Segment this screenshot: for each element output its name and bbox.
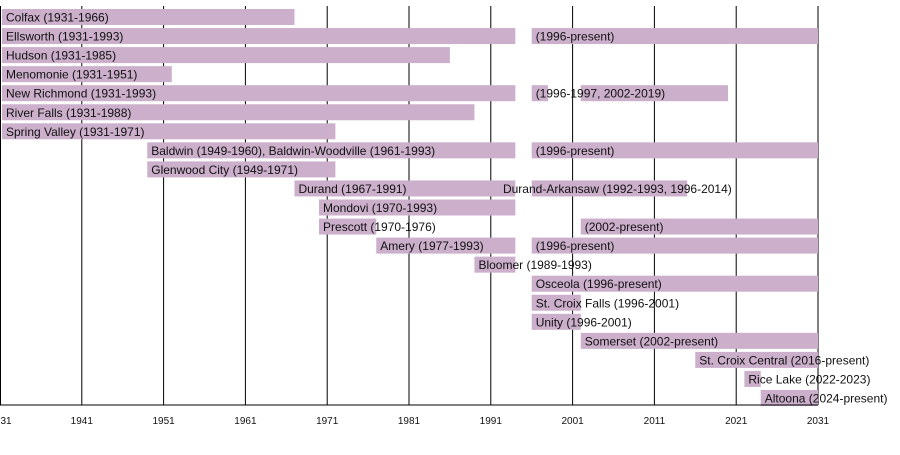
bar	[2, 47, 450, 64]
x-tick-label: 1931	[0, 416, 12, 427]
x-axis: 1931 1941 1951 1961 1971 1981 1991 2001 2011 2021…	[0, 404, 830, 427]
bar	[760, 390, 818, 406]
bar	[147, 142, 516, 159]
bar-label: Osceola (1996-present)	[536, 277, 662, 291]
bar-label: (1996-1997, 2002-2019)	[536, 87, 665, 101]
bar-label: Hudson (1931-1985)	[6, 49, 116, 63]
x-tick-label: 2021	[725, 416, 748, 427]
bar	[498, 180, 516, 197]
bar-label: Durand (1967-1991)	[298, 182, 406, 196]
bar-label: St. Croix Falls (1996-2001)	[536, 296, 679, 310]
bar	[580, 85, 729, 102]
x-tick-label: 1991	[480, 416, 503, 427]
bar-label: River Falls (1931-1988)	[6, 106, 131, 120]
bar-label: Bloomer (1989-1993)	[478, 258, 591, 272]
x-tick-label: 1971	[316, 416, 339, 427]
bar-label: Mondovi (1970-1993)	[323, 201, 437, 215]
bar-label: Menomonie (1931-1951)	[6, 68, 137, 82]
bar	[531, 294, 581, 311]
x-tick-label: 1981	[398, 416, 421, 427]
bar-labels: Colfax (1931-1966) Ellsworth (1931-1993) (…	[6, 11, 887, 406]
x-tick-label: 2031	[807, 416, 830, 427]
x-tick-label: 1941	[71, 416, 94, 427]
bar-label: Prescott (1970-1976)	[323, 220, 436, 234]
bar	[2, 123, 336, 140]
bar-label: Altoona (2024-present)	[765, 392, 888, 406]
x-tick-label: 2001	[561, 416, 584, 427]
bar	[474, 256, 516, 273]
bar	[531, 313, 581, 330]
bar-label: (1996-present)	[536, 239, 615, 253]
bar	[319, 218, 377, 235]
bar-label: New Richmond (1931-1993)	[6, 87, 156, 101]
x-tick-label: 2011	[644, 416, 666, 427]
bar	[294, 180, 499, 197]
bar	[319, 199, 516, 216]
bar-label: Somerset (2002-present)	[585, 334, 718, 348]
bar-label: Baldwin (1949-1960), Baldwin-Woodville (…	[151, 144, 435, 158]
bar	[531, 180, 688, 197]
bar-label: St. Croix Central (2016-present)	[699, 353, 869, 367]
bar	[531, 275, 818, 292]
bar	[2, 104, 475, 121]
bar-label: (2002-present)	[585, 220, 664, 234]
bar-label: Spring Valley (1931-1971)	[6, 125, 145, 139]
bar-label: (1996-present)	[536, 30, 615, 44]
bar	[2, 9, 295, 25]
bar	[695, 351, 818, 368]
bar	[580, 332, 818, 349]
bar-label: (1996-present)	[536, 144, 615, 158]
bar	[376, 237, 516, 254]
bar	[531, 85, 549, 102]
bar	[531, 28, 818, 45]
bar	[2, 85, 516, 102]
bar-label: Unity (1996-2001)	[536, 315, 632, 329]
x-tick-label: 1951	[152, 416, 175, 427]
bar-label: Rice Lake (2022-2023)	[748, 372, 870, 386]
bar	[2, 66, 172, 83]
bar-label: Ellsworth (1931-1993)	[6, 30, 123, 44]
bar	[531, 237, 818, 254]
bar	[2, 28, 516, 45]
bar-label: Glenwood City (1949-1971)	[151, 163, 298, 177]
bar	[744, 370, 761, 387]
bar-label: Amery (1977-1993)	[380, 239, 483, 253]
bars	[2, 9, 818, 406]
x-tick-label: 1961	[234, 416, 257, 427]
bar	[531, 142, 818, 159]
bar-label: Durand-Arkansaw (1992-1993, 1996-2014)	[503, 182, 732, 196]
bar-label: Colfax (1931-1966)	[6, 11, 109, 25]
bar	[580, 218, 818, 235]
bar	[147, 161, 336, 178]
